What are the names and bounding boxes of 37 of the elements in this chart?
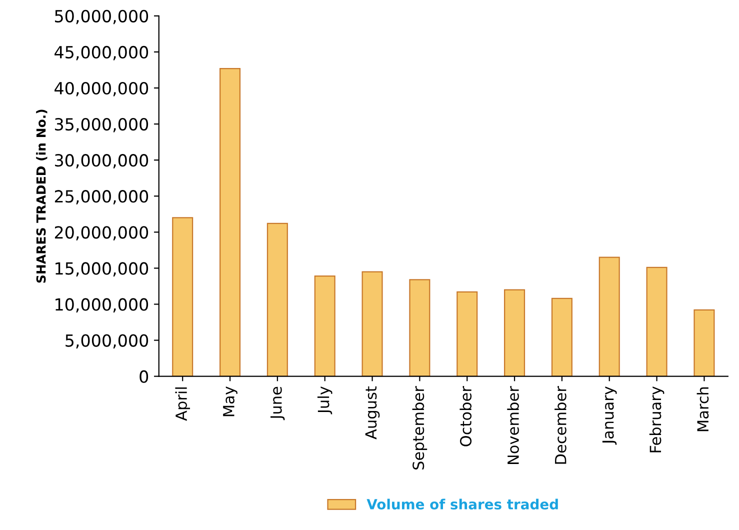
bar xyxy=(172,217,194,376)
y-tick-label: 10,000,000 xyxy=(56,298,148,312)
bar xyxy=(314,276,336,376)
x-tick-label: January xyxy=(602,386,617,445)
bar xyxy=(646,266,668,376)
x-tick-label: March xyxy=(696,387,709,432)
bar xyxy=(266,222,288,376)
y-tick-label: 25,000,000 xyxy=(54,190,148,204)
x-tick-label: October xyxy=(460,386,472,446)
y-tick-label: 30,000,000 xyxy=(55,154,148,168)
y-tick-label: 50,000,000 xyxy=(55,10,148,24)
x-tick-label: February xyxy=(649,386,664,452)
x-tick-label: April xyxy=(175,387,190,421)
bar xyxy=(551,298,572,376)
y-tick-label: 0 xyxy=(140,370,148,383)
bar xyxy=(598,256,620,376)
legend-label: Volume of shares traded xyxy=(366,498,558,510)
bar xyxy=(362,271,383,376)
y-axis-title: SHARES TRADED (in No.) xyxy=(36,110,48,283)
bar xyxy=(504,289,526,376)
y-tick-label: 5,000,000 xyxy=(66,334,148,349)
bar xyxy=(409,279,430,376)
x-tick-label: July xyxy=(317,386,332,414)
y-tick-label: 35,000,000 xyxy=(55,118,148,132)
bar xyxy=(694,309,715,376)
x-tick-label: June xyxy=(270,386,285,420)
y-tick-label: 45,000,000 xyxy=(54,46,148,60)
x-tick-label: September xyxy=(412,386,428,470)
bar xyxy=(456,291,478,376)
x-tick-label: December xyxy=(554,386,566,464)
bar xyxy=(220,68,241,376)
x-tick-label: May xyxy=(223,386,238,416)
x-tick-label: November xyxy=(507,386,519,464)
y-tick-label: 20,000,000 xyxy=(54,226,148,240)
x-tick-label: August xyxy=(365,386,380,440)
y-tick-label: 40,000,000 xyxy=(54,82,148,96)
y-tick-label: 15,000,000 xyxy=(56,262,148,276)
